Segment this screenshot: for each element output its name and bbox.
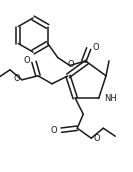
Text: O: O bbox=[93, 134, 100, 143]
Text: O: O bbox=[13, 74, 20, 83]
Text: O: O bbox=[23, 56, 30, 65]
Text: NH: NH bbox=[104, 94, 117, 103]
Text: O: O bbox=[51, 126, 57, 135]
Text: O: O bbox=[93, 43, 99, 52]
Text: O: O bbox=[67, 60, 74, 69]
